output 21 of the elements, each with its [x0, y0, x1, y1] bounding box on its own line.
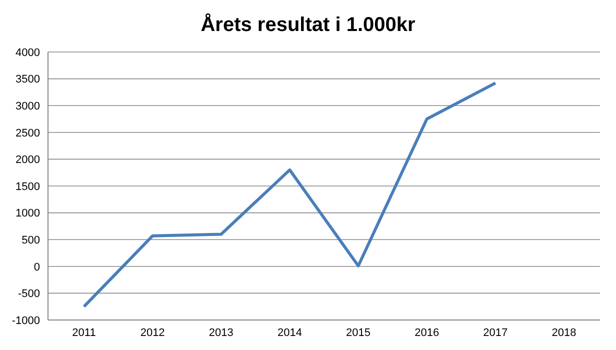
y-tick-label: -500 [18, 288, 40, 300]
y-tick-label: 500 [22, 234, 40, 247]
y-tick-label: 2000 [16, 154, 40, 166]
chart-title: Årets resultat i 1.000kr [200, 12, 416, 38]
y-tick-label: 3000 [16, 100, 40, 113]
y-tick-label: 1000 [16, 208, 40, 220]
y-tick-label: 4000 [16, 46, 40, 59]
x-tick-label: 2017 [483, 326, 508, 339]
x-tick-label: 2012 [140, 326, 165, 339]
x-tick-label: 2015 [346, 326, 371, 339]
x-tick-label: 2011 [72, 326, 96, 339]
x-tick-label: 2014 [277, 326, 302, 339]
y-tick-label: 0 [34, 261, 40, 274]
y-tick-label: 3500 [16, 74, 40, 86]
y-tick-label: -1000 [12, 314, 40, 327]
y-tick-label: 2500 [16, 127, 40, 140]
line-series [82, 82, 497, 308]
x-tick-label: 2016 [414, 326, 440, 339]
x-tick-label: 2018 [552, 326, 576, 339]
x-tick-label: 2013 [208, 326, 234, 339]
y-tick-label: 1500 [16, 180, 40, 193]
